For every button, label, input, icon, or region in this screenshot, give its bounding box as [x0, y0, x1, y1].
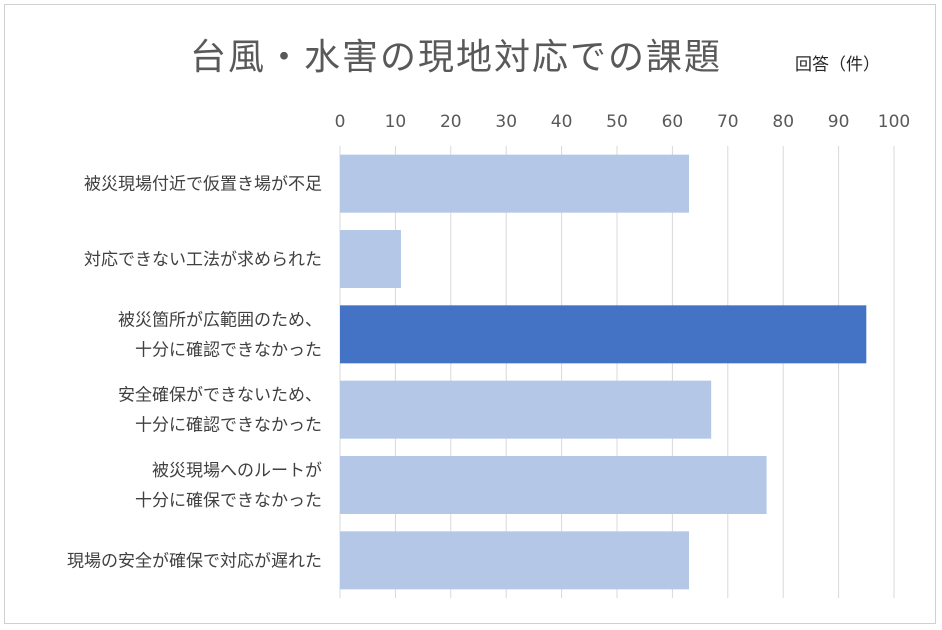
x-tick-label: 90 — [828, 112, 850, 132]
x-tick-label: 20 — [440, 112, 462, 132]
category-label: 被災現場付近で仮置き場が不足 — [84, 175, 322, 195]
chart-title: 台風・水害の現地対応での課題 — [190, 37, 723, 78]
bar — [340, 531, 690, 590]
unit-label: 回答（件） — [795, 55, 880, 75]
x-tick-label: 80 — [772, 112, 794, 132]
category-label: 被災現場へのルートが — [152, 461, 322, 481]
bar — [340, 305, 867, 364]
category-label: 現場の安全が確保で対応が遅れた — [67, 551, 322, 571]
bar — [340, 154, 690, 213]
bar — [340, 229, 401, 289]
category-label: 被災箇所が広範囲のため、 — [118, 310, 322, 330]
gridlines — [339, 146, 895, 598]
x-tick-label: 100 — [878, 112, 910, 132]
bar — [340, 380, 712, 439]
x-tick-label: 60 — [662, 112, 684, 132]
category-label: 十分に確認できなかった — [135, 340, 322, 360]
category-label: 安全確保ができないため、 — [118, 386, 322, 406]
bar — [340, 455, 767, 515]
category-labels: 被災現場付近で仮置き場が不足対応できない工法が求められた被災箇所が広範囲のため、… — [67, 175, 322, 572]
x-tick-labels: 0 10 20 30 40 50 60 70 80 90 100 — [335, 112, 911, 132]
x-tick-label: 30 — [495, 112, 517, 132]
category-label: 十分に確認できなかった — [135, 416, 322, 436]
x-tick-label: 70 — [717, 112, 739, 132]
x-tick-label: 40 — [551, 112, 573, 132]
x-tick-label: 0 — [335, 112, 346, 132]
x-tick-label: 10 — [385, 112, 407, 132]
category-label: 十分に確保できなかった — [135, 491, 322, 511]
category-label: 対応できない工法が求められた — [84, 250, 322, 270]
x-tick-label: 50 — [606, 112, 628, 132]
bars — [340, 154, 867, 590]
